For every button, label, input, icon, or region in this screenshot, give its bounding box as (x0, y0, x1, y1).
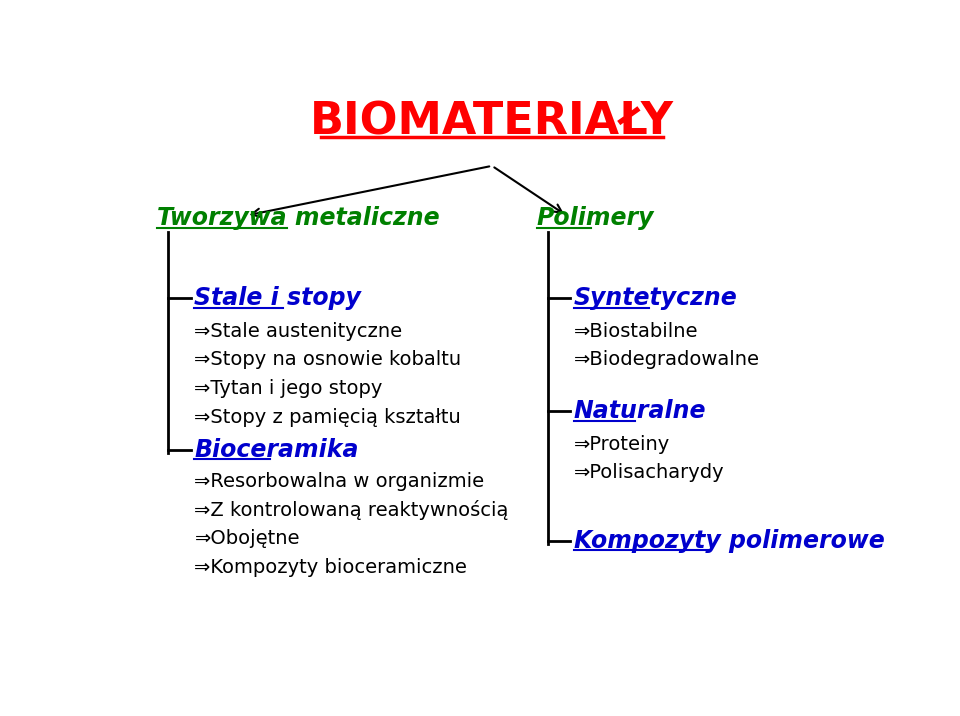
Text: Bioceramika: Bioceramika (194, 437, 359, 462)
Text: BIOMATERIAŁY: BIOMATERIAŁY (310, 100, 674, 143)
Text: Stale i stopy: Stale i stopy (194, 286, 361, 310)
Text: ⇒Tytan i jego stopy: ⇒Tytan i jego stopy (194, 379, 383, 398)
Text: ⇒Polisacharydy: ⇒Polisacharydy (574, 463, 725, 483)
Text: Syntetyczne: Syntetyczne (574, 286, 737, 310)
Text: ⇒Z kontrolowaną reaktywnością: ⇒Z kontrolowaną reaktywnością (194, 500, 509, 520)
Text: Tworzywa metaliczne: Tworzywa metaliczne (157, 206, 440, 231)
Text: ⇒Proteiny: ⇒Proteiny (574, 435, 670, 454)
Text: ⇒Stopy z pamięcią kształtu: ⇒Stopy z pamięcią kształtu (194, 408, 461, 427)
Text: ⇒Biostabilne: ⇒Biostabilne (574, 321, 698, 341)
Text: Naturalne: Naturalne (574, 400, 707, 423)
Text: ⇒Stopy na osnowie kobaltu: ⇒Stopy na osnowie kobaltu (194, 350, 462, 369)
Text: ⇒Resorbowalna w organizmie: ⇒Resorbowalna w organizmie (194, 472, 485, 490)
Text: ⇒Obojętne: ⇒Obojętne (194, 529, 300, 548)
Text: Kompozyty polimerowe: Kompozyty polimerowe (574, 528, 884, 553)
Text: ⇒Stale austenityczne: ⇒Stale austenityczne (194, 321, 402, 341)
Text: ⇒Biodegradowalne: ⇒Biodegradowalne (574, 350, 759, 369)
Text: Polimery: Polimery (537, 206, 654, 231)
Text: ⇒Kompozyty bioceramiczne: ⇒Kompozyty bioceramiczne (194, 558, 468, 576)
